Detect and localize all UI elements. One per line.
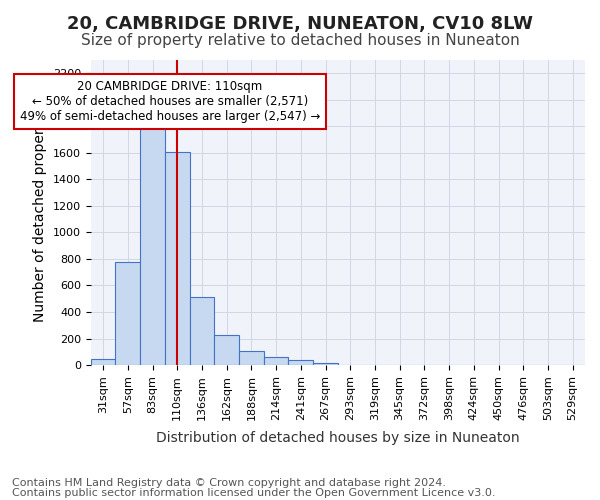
Bar: [313, 362, 338, 365]
X-axis label: Distribution of detached houses by size in Nuneaton: Distribution of detached houses by size …: [156, 431, 520, 445]
Bar: [214, 334, 239, 365]
Bar: [115, 262, 140, 365]
Text: Size of property relative to detached houses in Nuneaton: Size of property relative to detached ho…: [80, 32, 520, 48]
Bar: [91, 359, 115, 365]
Text: 20 CAMBRIDGE DRIVE: 110sqm
← 50% of detached houses are smaller (2,571)
49% of s: 20 CAMBRIDGE DRIVE: 110sqm ← 50% of deta…: [20, 80, 320, 123]
Bar: [165, 152, 190, 365]
Bar: [140, 124, 165, 365]
Text: Contains public sector information licensed under the Open Government Licence v3: Contains public sector information licen…: [12, 488, 496, 498]
Bar: [264, 358, 289, 365]
Bar: [289, 360, 313, 365]
Bar: [190, 296, 214, 365]
Y-axis label: Number of detached properties: Number of detached properties: [33, 103, 47, 322]
Text: Contains HM Land Registry data © Crown copyright and database right 2024.: Contains HM Land Registry data © Crown c…: [12, 478, 446, 488]
Bar: [239, 351, 264, 365]
Text: 20, CAMBRIDGE DRIVE, NUNEATON, CV10 8LW: 20, CAMBRIDGE DRIVE, NUNEATON, CV10 8LW: [67, 15, 533, 33]
